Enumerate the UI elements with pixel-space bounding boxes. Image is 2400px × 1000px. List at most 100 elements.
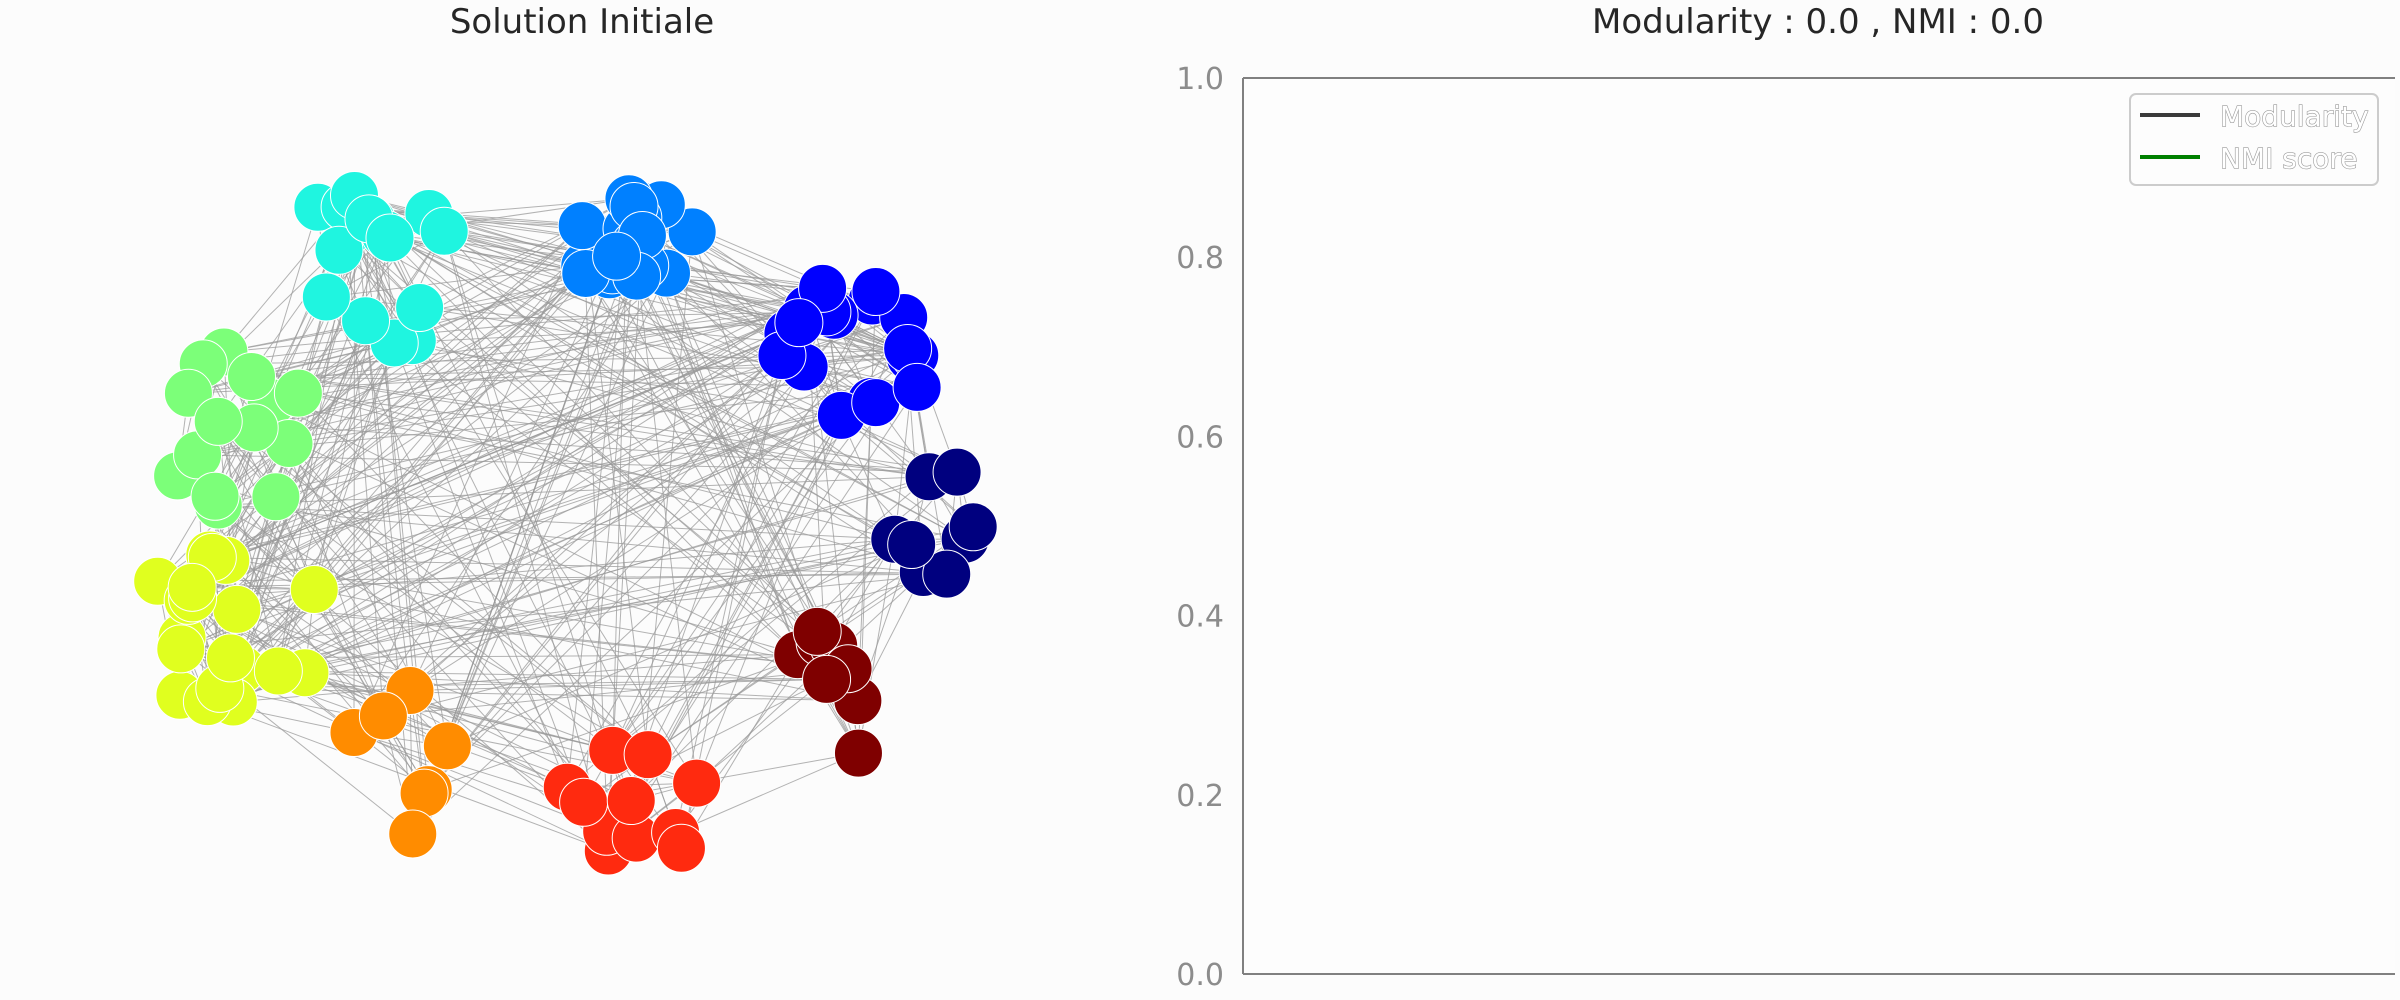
node xyxy=(212,584,262,634)
y-tick-group: 0.0 0.2 0.4 0.6 0.8 1.0 xyxy=(1176,62,1224,993)
node xyxy=(273,368,323,418)
edge xyxy=(188,392,649,756)
edge xyxy=(180,401,872,650)
node xyxy=(851,267,901,317)
edge xyxy=(371,220,966,540)
edge xyxy=(236,386,918,610)
edge xyxy=(218,504,924,573)
edge xyxy=(233,355,783,703)
edge xyxy=(251,366,805,378)
edge xyxy=(230,654,798,659)
edge xyxy=(218,366,805,506)
edge xyxy=(253,427,649,756)
edge xyxy=(566,228,628,788)
y-tick-label: 1.0 xyxy=(1176,62,1224,97)
node xyxy=(851,378,901,428)
node xyxy=(289,565,339,615)
edge xyxy=(219,366,805,689)
edge xyxy=(630,538,896,801)
edge xyxy=(365,320,849,670)
node xyxy=(253,646,303,696)
edge xyxy=(278,538,966,672)
edge xyxy=(447,544,912,747)
edge xyxy=(191,235,643,588)
edge xyxy=(428,645,834,791)
node xyxy=(167,562,217,612)
y-tick-label: 0.2 xyxy=(1176,779,1224,814)
edge xyxy=(427,204,662,790)
edge xyxy=(314,589,858,702)
edge xyxy=(203,363,930,478)
edge xyxy=(383,311,828,717)
edge xyxy=(218,420,958,473)
edge xyxy=(254,308,808,429)
edge xyxy=(443,230,849,670)
legend-label-modularity: Modularity xyxy=(2220,100,2369,133)
node xyxy=(395,283,445,333)
edge xyxy=(157,235,643,582)
edge xyxy=(410,678,827,692)
node xyxy=(251,472,301,522)
edge xyxy=(394,322,799,344)
edge xyxy=(353,366,805,733)
edge xyxy=(680,654,799,849)
edge xyxy=(236,443,290,610)
edge xyxy=(218,476,930,506)
node xyxy=(227,352,277,402)
node xyxy=(948,502,998,552)
edge xyxy=(180,573,947,650)
edge xyxy=(675,752,859,833)
node xyxy=(922,549,972,599)
node xyxy=(932,447,982,497)
edge xyxy=(383,668,849,717)
edge xyxy=(585,273,966,540)
edge xyxy=(187,287,823,601)
edge xyxy=(271,402,827,680)
node xyxy=(205,633,255,683)
edge xyxy=(353,195,448,746)
edge xyxy=(217,421,279,672)
node xyxy=(892,362,942,412)
y-tick-label: 0.8 xyxy=(1176,241,1224,276)
edge xyxy=(241,320,367,670)
edge xyxy=(616,255,849,669)
node xyxy=(592,231,642,281)
node xyxy=(623,730,673,780)
node xyxy=(341,296,391,346)
graph-title: Solution Initiale xyxy=(450,2,714,42)
node xyxy=(559,777,609,827)
node xyxy=(301,272,351,322)
edge xyxy=(409,228,628,691)
edge xyxy=(251,300,873,378)
edge xyxy=(271,308,808,404)
edge xyxy=(203,363,947,575)
edge xyxy=(409,414,842,691)
legend-label-nmi: NMI score xyxy=(2220,142,2358,175)
node xyxy=(672,758,722,808)
edge xyxy=(314,386,918,590)
chart-title: Modularity : 0.0 , NMI : 0.0 xyxy=(1592,2,2044,42)
y-tick-label: 0.4 xyxy=(1176,600,1224,635)
edge xyxy=(427,255,618,790)
edge xyxy=(214,340,413,497)
line-chart: 0.0 0.2 0.4 0.6 0.8 1.0 Modularity NMI score xyxy=(1176,62,2395,993)
edge xyxy=(304,672,613,751)
legend: Modularity NMI score xyxy=(2129,93,2379,186)
edge xyxy=(241,538,895,670)
edge xyxy=(304,544,912,674)
node xyxy=(774,298,824,348)
edge xyxy=(630,415,842,801)
node xyxy=(190,471,240,521)
node xyxy=(399,768,449,818)
edge xyxy=(233,356,911,703)
edge xyxy=(419,307,835,647)
node xyxy=(314,225,364,275)
edge xyxy=(212,556,947,575)
edge xyxy=(225,314,835,561)
node xyxy=(798,263,848,313)
node xyxy=(156,624,206,674)
edge xyxy=(197,454,958,473)
node-layer xyxy=(133,170,998,876)
edge xyxy=(188,402,876,601)
